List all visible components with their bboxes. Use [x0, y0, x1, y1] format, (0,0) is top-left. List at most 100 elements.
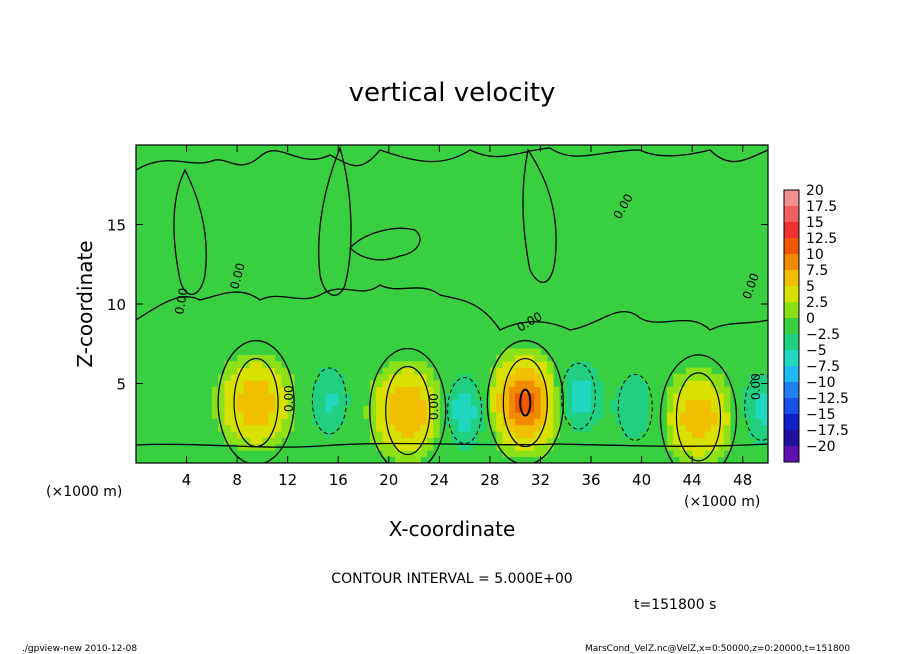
heat-cell: [388, 367, 396, 375]
heat-cell: [749, 437, 756, 445]
heat-cell: [597, 361, 605, 368]
heat-cell: [243, 361, 251, 368]
heat-cell: [749, 424, 756, 432]
heat-cell: [395, 456, 402, 463]
heat-cell: [382, 418, 390, 426]
heat-cell: [287, 418, 295, 426]
heat-cell: [603, 424, 611, 432]
heat-cell: [616, 373, 624, 381]
heat-cell: [433, 380, 440, 388]
heat-cell: [319, 424, 326, 432]
heat-cell: [578, 393, 586, 400]
heat-cell: [578, 399, 586, 407]
heat-cell: [616, 399, 624, 407]
heat-cell: [395, 399, 402, 407]
heat-cell: [711, 437, 718, 445]
heat-cell: [376, 373, 383, 381]
heat-cell: [679, 412, 687, 419]
heat-cell: [224, 380, 232, 388]
heat-cell: [426, 380, 434, 388]
colorbar-swatch: [784, 318, 799, 335]
heat-cell: [761, 373, 768, 381]
heat-cell: [591, 367, 598, 375]
heat-cell: [230, 418, 238, 426]
heat-cell: [376, 431, 383, 438]
heat-cell: [540, 386, 548, 394]
heat-cell: [458, 418, 466, 426]
heat-cell: [287, 412, 295, 419]
heat-cell: [527, 380, 535, 388]
heat-cell: [717, 437, 725, 445]
heat-cell: [584, 418, 592, 426]
heat-cell: [635, 393, 642, 400]
heat-cell: [742, 380, 750, 388]
heat-cell: [458, 405, 466, 413]
heat-cell: [262, 386, 270, 394]
heat-cell: [717, 399, 725, 407]
heat-cell: [666, 437, 674, 445]
heat-cell: [331, 361, 339, 368]
heat-cell: [388, 418, 396, 426]
heat-cell: [622, 393, 630, 400]
colorbar-label: 7.5: [806, 263, 828, 279]
heat-cell: [565, 386, 573, 394]
heat-cell: [211, 412, 219, 419]
heat-cell: [515, 405, 522, 413]
heat-cell: [407, 380, 415, 388]
heat-cell: [395, 418, 402, 426]
heat-cell: [565, 361, 573, 368]
heat-cell: [527, 354, 535, 362]
heat-cell: [243, 418, 251, 426]
heat-cell: [508, 348, 516, 356]
heat-cell: [692, 373, 699, 381]
heat-cell: [401, 373, 409, 381]
heat-cell: [319, 418, 326, 426]
heat-cell: [344, 373, 352, 381]
heat-cell: [407, 424, 415, 432]
heat-cell: [325, 354, 333, 362]
colorbar-swatch: [784, 254, 799, 271]
colorbar-swatch: [784, 398, 799, 415]
contour-bottom-margin: [136, 442, 768, 448]
heat-cell: [470, 431, 478, 438]
heat-cell: [749, 443, 756, 451]
heat-cell: [755, 450, 763, 458]
heat-cell: [622, 373, 630, 381]
heat-cell: [685, 399, 693, 407]
heat-cell: [546, 405, 554, 413]
colorbar-label: 0: [806, 311, 815, 327]
heat-cell: [287, 399, 295, 407]
heat-cell: [692, 424, 699, 432]
heat-cell: [692, 431, 699, 438]
heat-cell: [704, 405, 712, 413]
heat-cell: [249, 361, 257, 368]
heat-cell: [698, 373, 706, 381]
heat-cell: [464, 399, 472, 407]
heat-cell: [275, 386, 282, 394]
heat-cell: [344, 367, 352, 375]
heat-cell: [237, 361, 244, 368]
contour-zero-line-upper: [136, 147, 768, 171]
heat-cell: [452, 386, 459, 394]
heat-cell: [331, 437, 339, 445]
heat-cell: [376, 393, 383, 400]
heat-cell: [287, 393, 295, 400]
heat-cell: [262, 399, 270, 407]
heat-cell: [508, 354, 516, 362]
heat-cell: [616, 386, 624, 394]
heat-cell: [755, 399, 763, 407]
heat-cell: [464, 437, 472, 445]
heat-cell: [673, 443, 680, 451]
heat-cell: [685, 418, 693, 426]
heat-cell: [218, 412, 225, 419]
heat-cell: [388, 380, 396, 388]
heat-cell: [572, 380, 579, 388]
heat-cell: [572, 437, 579, 445]
heat-cell: [527, 443, 535, 451]
heat-cell: [433, 393, 440, 400]
heat-cell: [603, 412, 611, 419]
heat-cell: [256, 354, 263, 362]
heat-cell: [407, 405, 415, 413]
heat-cell: [211, 399, 219, 407]
heat-cell: [572, 386, 579, 394]
